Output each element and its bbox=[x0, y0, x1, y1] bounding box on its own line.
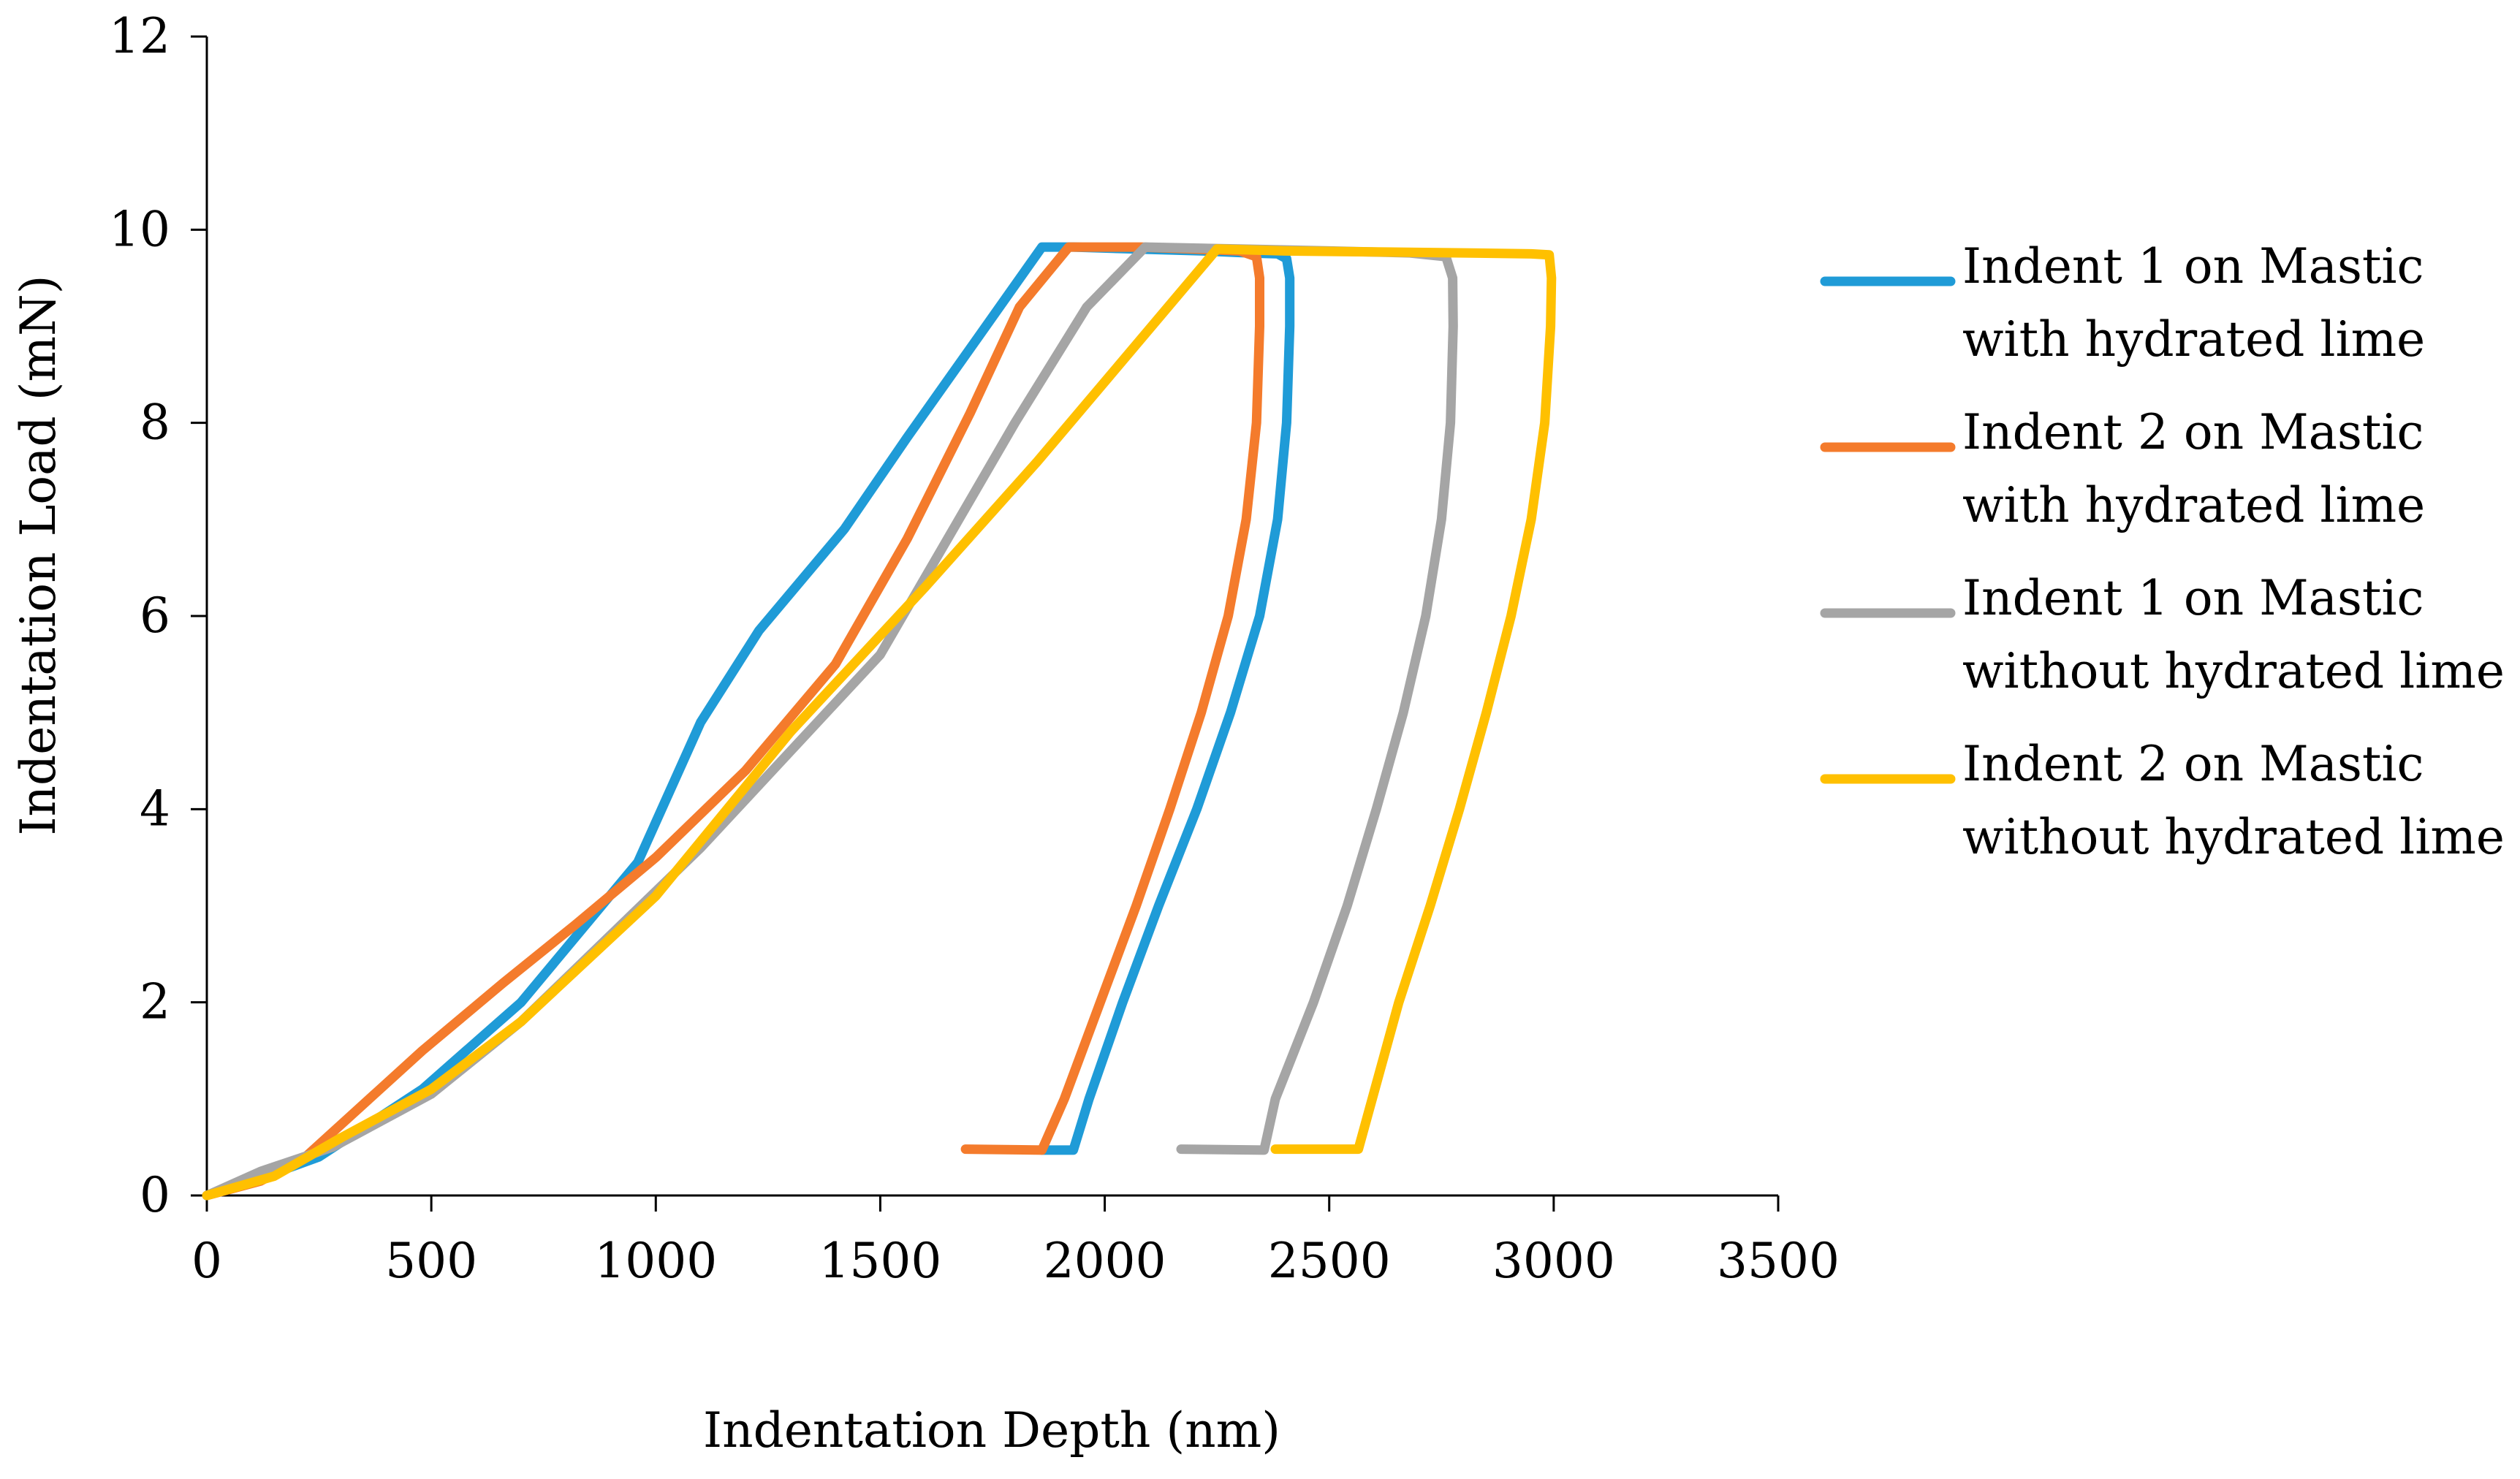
legend-label-line1: Indent 2 on Mastic bbox=[1962, 404, 2424, 460]
legend-item: Indent 1 on Mastic without hydrated lime bbox=[1820, 570, 2505, 699]
y-tick-label: 2 bbox=[140, 974, 170, 1030]
legend-label-line1: Indent 1 on Mastic bbox=[1962, 238, 2424, 294]
y-tick-label: 6 bbox=[140, 588, 170, 644]
legend-label-line2: with hydrated lime bbox=[1962, 477, 2425, 533]
series-layer bbox=[202, 242, 1557, 1201]
y-tick-label: 0 bbox=[140, 1167, 170, 1223]
legend-label-line1: Indent 2 on Mastic bbox=[1962, 736, 2424, 792]
x-tick-label: 1500 bbox=[819, 1233, 941, 1289]
series-line-1 bbox=[202, 242, 1295, 1201]
x-tick-label: 2000 bbox=[1044, 1233, 1166, 1289]
series-line-3 bbox=[202, 242, 1458, 1201]
x-tick-label: 500 bbox=[385, 1233, 477, 1289]
legend-item: Indent 2 on Mastic without hydrated lime bbox=[1820, 736, 2505, 865]
legend-label-line2: without hydrated lime bbox=[1962, 809, 2505, 865]
y-axis-ticks: 0 2 4 6 8 10 12 bbox=[109, 8, 207, 1223]
legend-item: Indent 2 on Mastic with hydrated lime bbox=[1820, 404, 2425, 533]
x-tick-label: 3500 bbox=[1717, 1233, 1840, 1289]
y-tick-label: 10 bbox=[109, 201, 170, 257]
x-tick-label: 2500 bbox=[1268, 1233, 1391, 1289]
legend-item: Indent 1 on Mastic with hydrated lime bbox=[1820, 238, 2425, 368]
legend-label-line2: with hydrated lime bbox=[1962, 311, 2425, 368]
x-axis-title: Indentation Depth (nm) bbox=[703, 1402, 1280, 1459]
x-tick-label: 3000 bbox=[1492, 1233, 1615, 1289]
y-axis-title: Indentation Load (mN) bbox=[10, 275, 67, 835]
y-tick-label: 8 bbox=[140, 395, 170, 451]
x-tick-label: 0 bbox=[191, 1233, 222, 1289]
legend-label-line1: Indent 1 on Mastic bbox=[1962, 570, 2424, 626]
series-line-4 bbox=[202, 244, 1557, 1201]
x-tick-label: 1000 bbox=[594, 1233, 717, 1289]
y-tick-label: 12 bbox=[109, 8, 170, 64]
x-axis-ticks: 0 500 1000 1500 2000 2500 3000 3500 bbox=[191, 1195, 1840, 1289]
y-tick-label: 4 bbox=[140, 780, 170, 837]
legend-label-line2: without hydrated lime bbox=[1962, 643, 2505, 699]
